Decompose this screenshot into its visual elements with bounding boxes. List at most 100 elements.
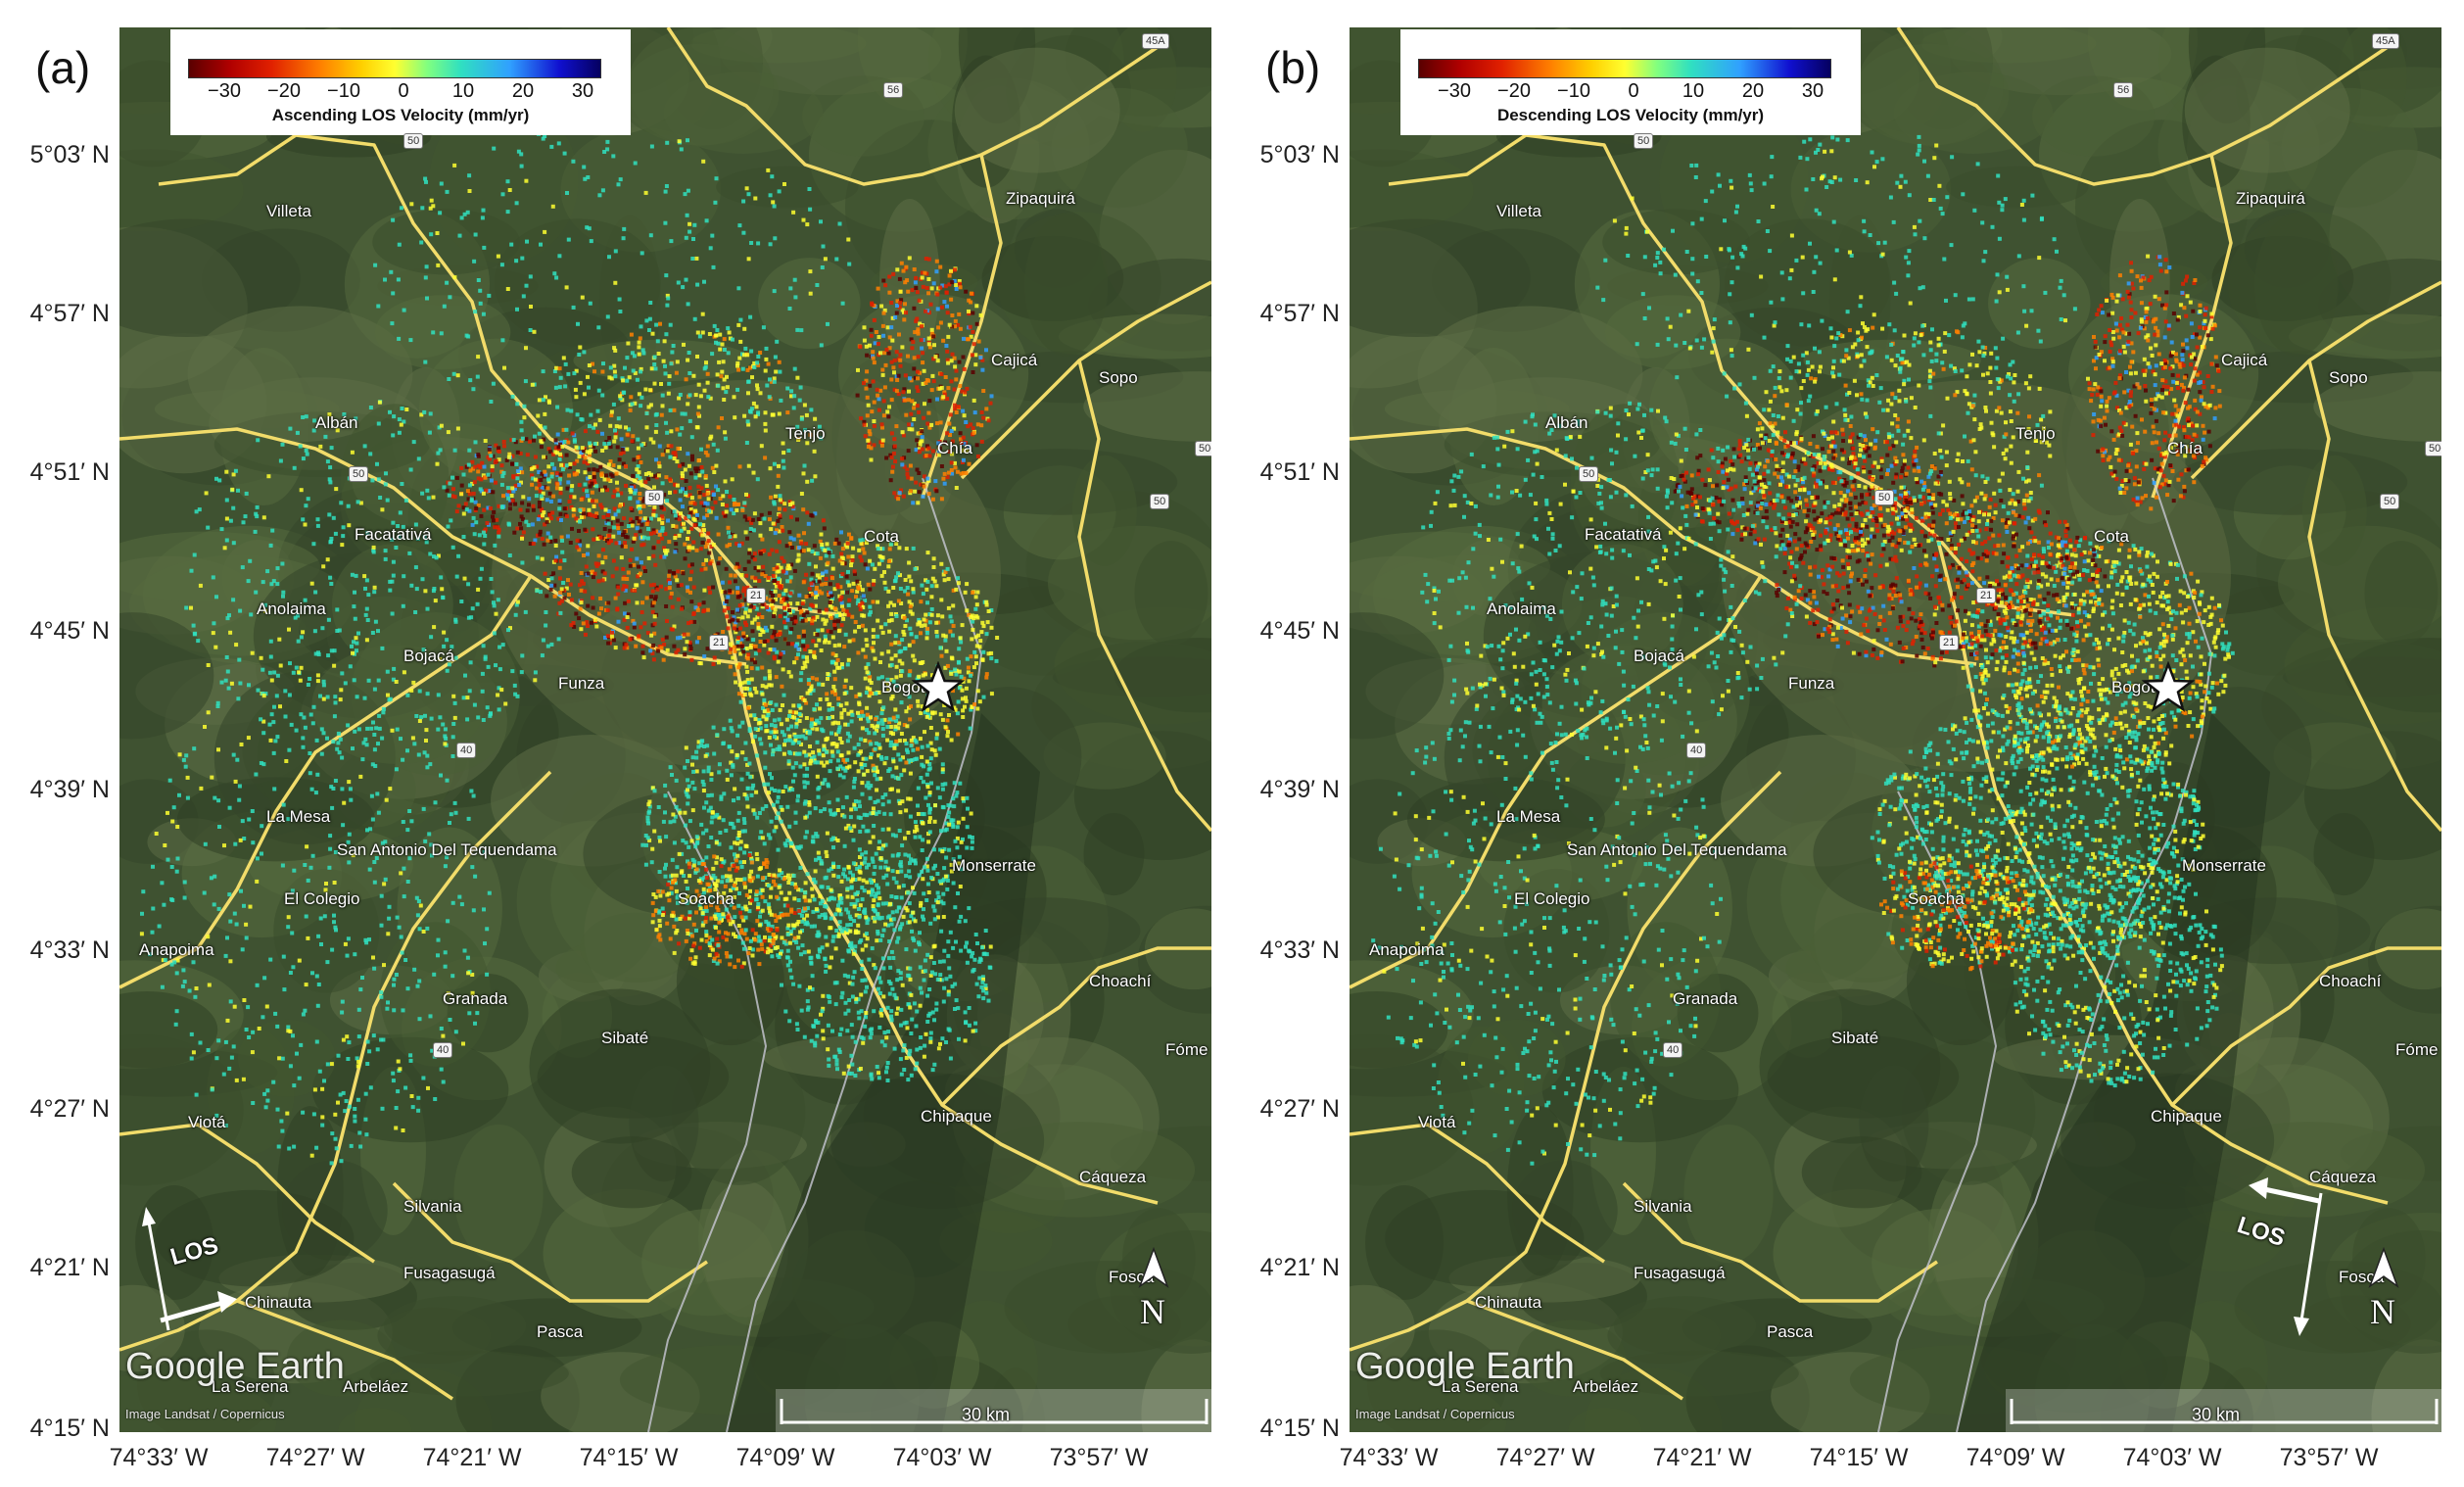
place-label-cota: Cota [864,527,899,546]
image-attribution: Image Landsat / Copernicus [1355,1407,1515,1421]
place-label-soacha: Soacha [1908,889,1965,908]
road-shield: 45A [2372,33,2399,49]
colorbar-descending: −30 −20 −10 0 10 20 30 Descending LOS Ve… [1400,29,1861,135]
latitude-label: 4°21′ N [1259,1254,1340,1281]
road-shield: 40 [456,743,477,758]
map-panel-descending: −30 −20 −10 0 10 20 30 Descending LOS Ve… [1350,27,2441,1432]
place-label-pasca: Pasca [537,1322,584,1341]
map-panel-ascending: −30 −20 −10 0 10 20 30 Ascending LOS Vel… [119,27,1211,1432]
place-label-sopo: Sopo [1099,368,1138,387]
longitude-label: 74°27′ W [1495,1444,1595,1471]
colorbar-tick: −20 [267,80,301,102]
place-label-villeta: Villeta [1496,202,1541,220]
longitude-label: 74°15′ W [1809,1444,1909,1471]
colorbar-tick: 0 [1628,80,1639,102]
colorbar-tick: 30 [1801,80,1824,102]
place-label-arbelaez: Arbeláez [343,1377,409,1396]
colorbar-tick: −20 [1497,80,1531,102]
place-label-la-serena: La Serena [1442,1377,1519,1396]
road-shield: 50C [2425,441,2441,456]
latitude-label: 4°27′ N [1259,1095,1340,1123]
place-label-alban: Albán [315,413,358,432]
google-earth-logo: Google Earth [1355,1346,1575,1387]
place-label-anapoima: Anapoima [1369,940,1445,959]
place-label-granada: Granada [443,989,508,1008]
scale-bar [776,1389,1211,1432]
place-label-bojaca: Bojacá [403,647,454,665]
colorbar-tick: 20 [511,80,535,102]
road-shield: 40 [1686,743,1707,758]
place-label-monserrate: Monserrate [2182,856,2266,875]
road-shield: 50 [1579,466,1599,482]
longitude-label: 74°27′ W [265,1444,365,1471]
place-label-pasca: Pasca [1767,1322,1814,1341]
place-label-fusagasuga: Fusagasugá [403,1264,496,1282]
place-label-facatativa: Facatativá [1585,525,1662,544]
place-label-anolaima: Anolaima [257,600,326,618]
place-label-sibate: Sibaté [1831,1029,1879,1047]
los-arrow-icon [142,1207,237,1331]
road-shield: 21 [1939,635,1960,650]
road-shield: 21 [746,588,767,603]
place-label-chipaque: Chipaque [921,1107,992,1126]
road-shield: 50 [349,466,369,482]
latitude-label: 5°03′ N [29,141,110,168]
longitude-label: 73°57′ W [2279,1444,2379,1471]
colorbar-ascending: −30 −20 −10 0 10 20 30 Ascending LOS Vel… [170,29,631,135]
latitude-label: 4°15′ N [29,1415,110,1442]
place-label-la-mesa: La Mesa [266,807,331,826]
place-label-cajica: Cajicá [2221,351,2268,369]
scale-bar [2006,1389,2441,1432]
panel-b-letter: (b) [1265,42,1321,93]
colorbar-gradient [1418,59,1831,78]
north-label: N [2370,1292,2395,1331]
place-label-silvania: Silvania [403,1197,462,1216]
place-label-anolaima: Anolaima [1487,600,1556,618]
place-label-zipaquira: Zipaquirá [2236,189,2305,208]
panel-a-letter: (a) [35,42,91,93]
scale-label: 30 km [2192,1405,2241,1424]
place-label-chinauta: Chinauta [245,1293,312,1312]
north-arrow-icon [2368,1247,2399,1289]
terrain-layer [1350,27,2441,1432]
terrain-layer [119,27,1211,1432]
place-label-el-colegio: El Colegio [1514,889,1590,908]
road-shield: 56 [2113,82,2134,98]
latitude-label: 4°27′ N [29,1095,110,1123]
longitude-label: 74°03′ W [892,1444,992,1471]
longitude-label: 74°33′ W [109,1444,209,1471]
star-icon [2141,661,2196,712]
place-label-alban: Albán [1545,413,1588,432]
road-shield: 21 [709,635,730,650]
latitude-label: 4°51′ N [1259,458,1340,486]
longitude-label: 74°21′ W [422,1444,522,1471]
place-label-villeta: Villeta [266,202,311,220]
colorbar-tick: −10 [1557,80,1590,102]
scale-label: 30 km [962,1405,1011,1424]
road-shield: 45A [1142,33,1169,49]
place-label-caqueza: Cáqueza [1079,1168,1147,1186]
longitude-label: 74°09′ W [1966,1444,2065,1471]
latitude-label: 4°45′ N [29,617,110,645]
place-label-chinauta: Chinauta [1475,1293,1542,1312]
latitude-label: 4°21′ N [29,1254,110,1281]
place-label-granada: Granada [1673,989,1738,1008]
place-label-fomeque: Fóme [1165,1040,1208,1059]
latitude-label: 4°51′ N [29,458,110,486]
road-shield: 40 [433,1042,453,1058]
place-label-viota: Viotá [188,1113,226,1131]
colorbar-tick: −10 [327,80,360,102]
place-label-tenjo: Tenjo [785,424,826,443]
latitude-label: 5°03′ N [1259,141,1340,168]
place-label-funza: Funza [1788,674,1835,693]
roads-layer [1350,27,2441,1401]
latitude-label: 4°33′ N [29,936,110,964]
place-label-cajica: Cajicá [991,351,1038,369]
place-label-fusagasuga: Fusagasugá [1634,1264,1726,1282]
place-label-tenjo: Tenjo [2015,424,2056,443]
place-label-chipaque: Chipaque [2151,1107,2222,1126]
satellite-basemap [119,27,1211,1432]
place-label-fomeque: Fóme [2395,1040,2439,1059]
place-label-bojaca: Bojacá [1634,647,1684,665]
place-label-choachi: Choachí [1089,972,1152,990]
